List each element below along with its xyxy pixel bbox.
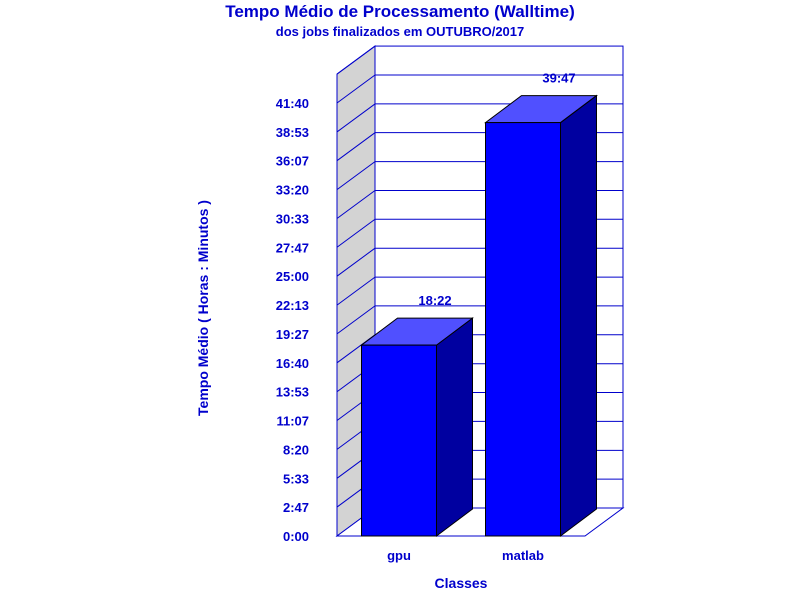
y-tick-label: 36:07 xyxy=(276,154,309,169)
data-label: 39:47 xyxy=(542,71,575,86)
bar-gpu xyxy=(360,317,474,537)
x-tick-label: matlab xyxy=(502,548,544,563)
y-tick-label: 0:00 xyxy=(283,529,309,544)
gridline-wall xyxy=(336,132,376,162)
y-tick-label: 8:20 xyxy=(283,442,309,457)
bars xyxy=(360,94,598,537)
data-labels: 18:22 39:47 xyxy=(418,71,575,309)
y-tick-label: 41:40 xyxy=(276,96,309,111)
y-tick-labels: 0:00 2:47 5:33 8:20 11:07 13:53 16:40 19:27 22:1… xyxy=(276,96,309,544)
data-label: 18:22 xyxy=(418,293,451,308)
y-axis-label: Tempo Médio ( Horas : Minutos ) xyxy=(195,200,211,416)
gridline-wall xyxy=(336,190,376,219)
gridline-wall xyxy=(336,218,376,248)
gridline-wall xyxy=(336,45,376,75)
gridline-wall xyxy=(336,276,376,306)
y-tick-label: 22:13 xyxy=(276,298,309,313)
y-tick-label: 13:53 xyxy=(276,385,309,400)
gridline-wall xyxy=(336,247,376,277)
gridline-wall xyxy=(336,74,376,104)
chart-subtitle: dos jobs finalizados em OUTUBRO/2017 xyxy=(276,24,525,39)
bar-front xyxy=(361,344,437,537)
y-tick-label: 33:20 xyxy=(276,183,309,198)
x-tick-labels: gpu matlab xyxy=(387,548,544,563)
gridline-wall xyxy=(336,161,376,191)
x-axis-label: Classes xyxy=(435,575,488,591)
y-tick-label: 38:53 xyxy=(276,125,309,140)
gridline-wall xyxy=(336,305,376,335)
chart-title: Tempo Médio de Processamento (Walltime) xyxy=(225,2,575,21)
bar-matlab xyxy=(484,94,598,537)
bar-side xyxy=(560,94,597,537)
y-tick-label: 16:40 xyxy=(276,356,309,371)
y-tick-label: 5:33 xyxy=(283,471,309,486)
y-tick-label: 19:27 xyxy=(276,327,309,342)
bar-front xyxy=(485,122,561,537)
y-tick-label: 2:47 xyxy=(283,500,309,515)
gridline-wall xyxy=(336,103,376,133)
bar-side xyxy=(436,317,473,537)
y-tick-label: 25:00 xyxy=(276,269,309,284)
x-tick-label: gpu xyxy=(387,548,411,563)
y-tick-label: 27:47 xyxy=(276,240,309,255)
y-tick-label: 11:07 xyxy=(276,413,309,428)
y-tick-label: 30:33 xyxy=(276,212,309,227)
